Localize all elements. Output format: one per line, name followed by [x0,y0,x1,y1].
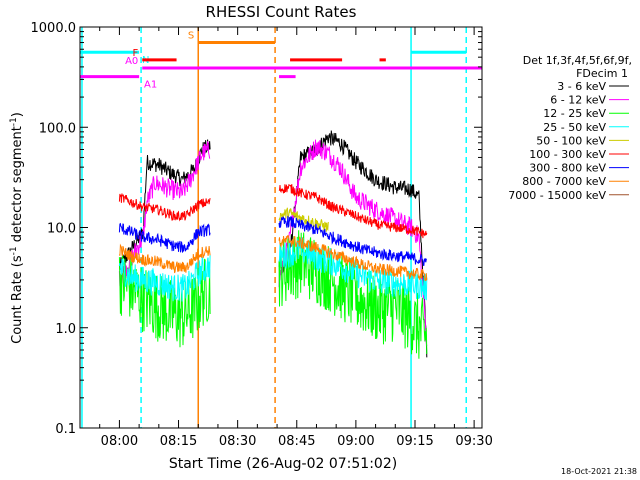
legend-entry-label: 800 - 7000 keV [522,175,606,188]
legend-entry-label: 12 - 25 keV [543,107,606,120]
footer-date: 18-Oct-2021 21:38 [561,467,637,476]
x-tick-label: 09:30 [455,434,492,449]
y-tick-label: 1.0 [55,322,76,337]
series-line [278,215,427,266]
x-tick-label: 08:15 [160,434,197,449]
series-line [278,139,428,346]
series-line [278,234,428,282]
series-line [118,255,211,302]
legend-entry-label: 25 - 50 keV [543,121,606,134]
legend-entry-label: 3 - 6 keV [557,80,606,93]
y-tick-label: 1000.0 [31,21,77,36]
legend-header-line-1: Det 1f,3f,4f,5f,6f,9f, [523,54,632,67]
legend-entry-label: 300 - 800 keV [529,162,606,175]
series-line [278,237,428,301]
legend-entry-label: 50 - 100 keV [536,134,606,147]
series-line [118,252,211,348]
flag-bar-label: F [133,48,139,59]
x-tick-label: 09:15 [396,434,433,449]
x-axis: 08:00 08:15 08:30 08:45 09:00 09:15 09:30 [79,27,493,449]
x-tick-label: 08:30 [219,434,256,449]
flag-bar-label: S [188,31,194,42]
x-tick-label: 09:00 [337,434,374,449]
y-axis: 1000.0 100.0 10.0 1.0 0.1 [31,21,482,437]
series-line [278,183,428,239]
attenuator-flag-bars: NSFA0A1 [80,31,482,91]
legend-entry-label: 6 - 12 keV [550,94,606,107]
y-tick-label: 10.0 [47,222,76,237]
chart-title: RHESSI Count Rates [206,3,357,21]
series-lines [118,130,428,359]
series-line [278,207,329,232]
x-axis-label: Start Time (26-Aug-02 07:51:02) [169,456,397,472]
flag-bar-label: A0 [125,56,138,67]
x-tick-label: 08:00 [101,434,138,449]
y-tick-label: 0.1 [55,422,76,437]
legend-header-line-2: FDecim 1 [576,67,628,80]
legend-entry-label: 7000 - 15000 keV [508,189,606,202]
y-axis-label: Count Rate (s-1 detector segment-1) [9,112,25,344]
series-line [118,222,211,253]
x-tick-label: 08:45 [278,434,315,449]
y-tick-label: 100.0 [39,121,76,136]
flag-bar-label: A1 [144,80,157,91]
series-line [118,141,211,289]
series-line [118,193,211,222]
legend-entry-label: 100 - 300 keV [529,148,606,161]
series-line [118,243,211,274]
legend: Det 1f,3f,4f,5f,6f,9f, FDecim 1 3 - 6 ke… [508,54,632,202]
